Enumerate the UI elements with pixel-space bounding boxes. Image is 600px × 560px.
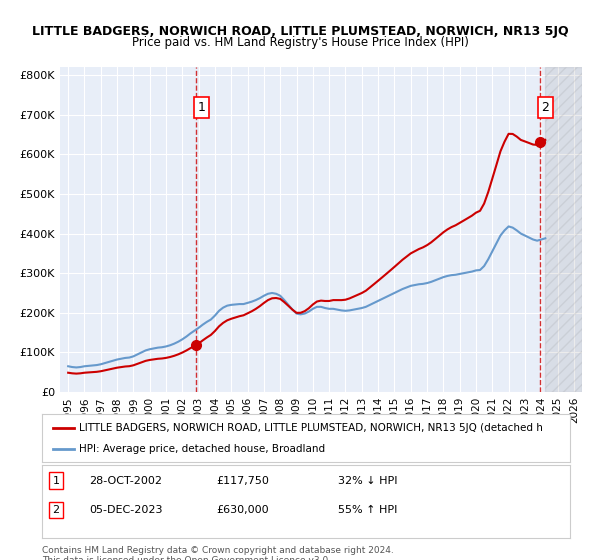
Text: 55% ↑ HPI: 55% ↑ HPI <box>338 505 397 515</box>
Text: 32% ↓ HPI: 32% ↓ HPI <box>338 476 397 486</box>
Text: LITTLE BADGERS, NORWICH ROAD, LITTLE PLUMSTEAD, NORWICH, NR13 5JQ: LITTLE BADGERS, NORWICH ROAD, LITTLE PLU… <box>32 25 568 38</box>
Text: LITTLE BADGERS, NORWICH ROAD, LITTLE PLUMSTEAD, NORWICH, NR13 5JQ (detached h: LITTLE BADGERS, NORWICH ROAD, LITTLE PLU… <box>79 423 543 433</box>
Text: 1: 1 <box>197 101 205 114</box>
Bar <box>545 67 582 392</box>
Text: HPI: Average price, detached house, Broadland: HPI: Average price, detached house, Broa… <box>79 444 325 454</box>
Text: 2: 2 <box>542 101 550 114</box>
Text: 28-OCT-2002: 28-OCT-2002 <box>89 476 163 486</box>
Text: 05-DEC-2023: 05-DEC-2023 <box>89 505 163 515</box>
Text: Price paid vs. HM Land Registry's House Price Index (HPI): Price paid vs. HM Land Registry's House … <box>131 36 469 49</box>
Text: Contains HM Land Registry data © Crown copyright and database right 2024.
This d: Contains HM Land Registry data © Crown c… <box>42 546 394 560</box>
Text: 1: 1 <box>53 476 59 486</box>
Text: 2: 2 <box>53 505 59 515</box>
Text: £630,000: £630,000 <box>216 505 269 515</box>
Text: £117,750: £117,750 <box>216 476 269 486</box>
